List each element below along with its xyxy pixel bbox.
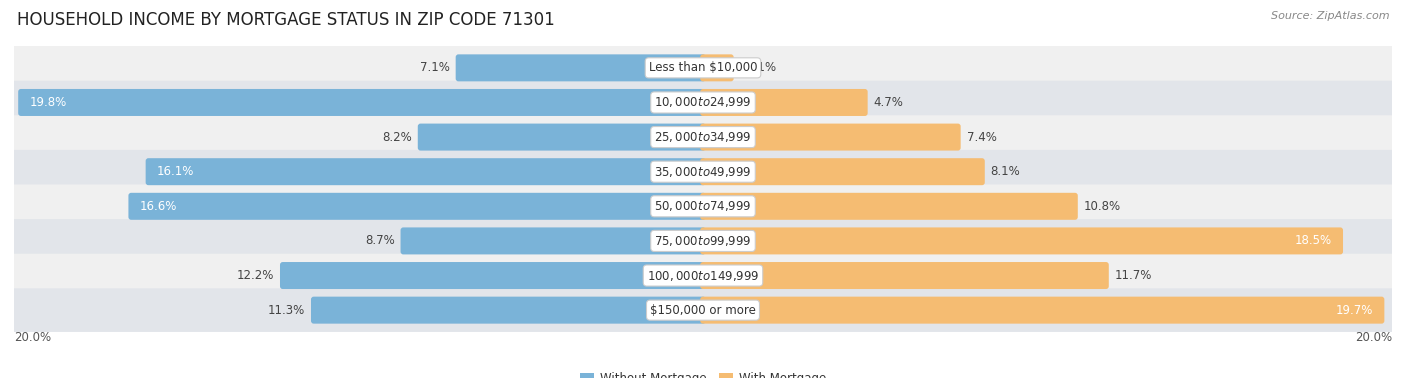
FancyBboxPatch shape bbox=[6, 184, 1400, 228]
FancyBboxPatch shape bbox=[401, 228, 706, 254]
FancyBboxPatch shape bbox=[700, 124, 960, 150]
FancyBboxPatch shape bbox=[280, 262, 706, 289]
Text: 16.6%: 16.6% bbox=[139, 200, 177, 213]
FancyBboxPatch shape bbox=[6, 254, 1400, 297]
Text: $75,000 to $99,999: $75,000 to $99,999 bbox=[654, 234, 752, 248]
Text: 7.4%: 7.4% bbox=[966, 130, 997, 144]
Text: 11.3%: 11.3% bbox=[269, 304, 305, 317]
Text: 8.1%: 8.1% bbox=[991, 165, 1021, 178]
FancyBboxPatch shape bbox=[456, 54, 706, 81]
FancyBboxPatch shape bbox=[700, 193, 1078, 220]
FancyBboxPatch shape bbox=[146, 158, 706, 185]
Text: 10.8%: 10.8% bbox=[1084, 200, 1121, 213]
FancyBboxPatch shape bbox=[6, 115, 1400, 159]
FancyBboxPatch shape bbox=[6, 150, 1400, 194]
Text: $150,000 or more: $150,000 or more bbox=[650, 304, 756, 317]
Text: $50,000 to $74,999: $50,000 to $74,999 bbox=[654, 199, 752, 213]
Text: 8.7%: 8.7% bbox=[366, 234, 395, 248]
FancyBboxPatch shape bbox=[6, 288, 1400, 332]
FancyBboxPatch shape bbox=[418, 124, 706, 150]
FancyBboxPatch shape bbox=[311, 297, 706, 324]
FancyBboxPatch shape bbox=[700, 89, 868, 116]
Text: 18.5%: 18.5% bbox=[1295, 234, 1331, 248]
FancyBboxPatch shape bbox=[700, 54, 734, 81]
Text: 19.7%: 19.7% bbox=[1336, 304, 1374, 317]
Text: 16.1%: 16.1% bbox=[157, 165, 194, 178]
Text: $100,000 to $149,999: $100,000 to $149,999 bbox=[647, 268, 759, 282]
Text: 8.2%: 8.2% bbox=[382, 130, 412, 144]
FancyBboxPatch shape bbox=[700, 158, 984, 185]
Text: Less than $10,000: Less than $10,000 bbox=[648, 61, 758, 74]
Text: Source: ZipAtlas.com: Source: ZipAtlas.com bbox=[1271, 11, 1389, 21]
Text: 7.1%: 7.1% bbox=[420, 61, 450, 74]
Text: 19.8%: 19.8% bbox=[30, 96, 67, 109]
Text: 20.0%: 20.0% bbox=[1355, 331, 1392, 344]
FancyBboxPatch shape bbox=[128, 193, 706, 220]
FancyBboxPatch shape bbox=[700, 297, 1385, 324]
Text: 12.2%: 12.2% bbox=[236, 269, 274, 282]
Text: HOUSEHOLD INCOME BY MORTGAGE STATUS IN ZIP CODE 71301: HOUSEHOLD INCOME BY MORTGAGE STATUS IN Z… bbox=[17, 11, 554, 29]
Text: 11.7%: 11.7% bbox=[1115, 269, 1152, 282]
FancyBboxPatch shape bbox=[6, 81, 1400, 124]
Text: 0.81%: 0.81% bbox=[740, 61, 776, 74]
Text: $35,000 to $49,999: $35,000 to $49,999 bbox=[654, 165, 752, 179]
Text: 20.0%: 20.0% bbox=[14, 331, 51, 344]
FancyBboxPatch shape bbox=[700, 262, 1109, 289]
FancyBboxPatch shape bbox=[18, 89, 706, 116]
FancyBboxPatch shape bbox=[6, 46, 1400, 90]
FancyBboxPatch shape bbox=[700, 228, 1343, 254]
Text: $25,000 to $34,999: $25,000 to $34,999 bbox=[654, 130, 752, 144]
Legend: Without Mortgage, With Mortgage: Without Mortgage, With Mortgage bbox=[575, 367, 831, 378]
Text: 4.7%: 4.7% bbox=[873, 96, 904, 109]
FancyBboxPatch shape bbox=[6, 219, 1400, 263]
Text: $10,000 to $24,999: $10,000 to $24,999 bbox=[654, 96, 752, 110]
